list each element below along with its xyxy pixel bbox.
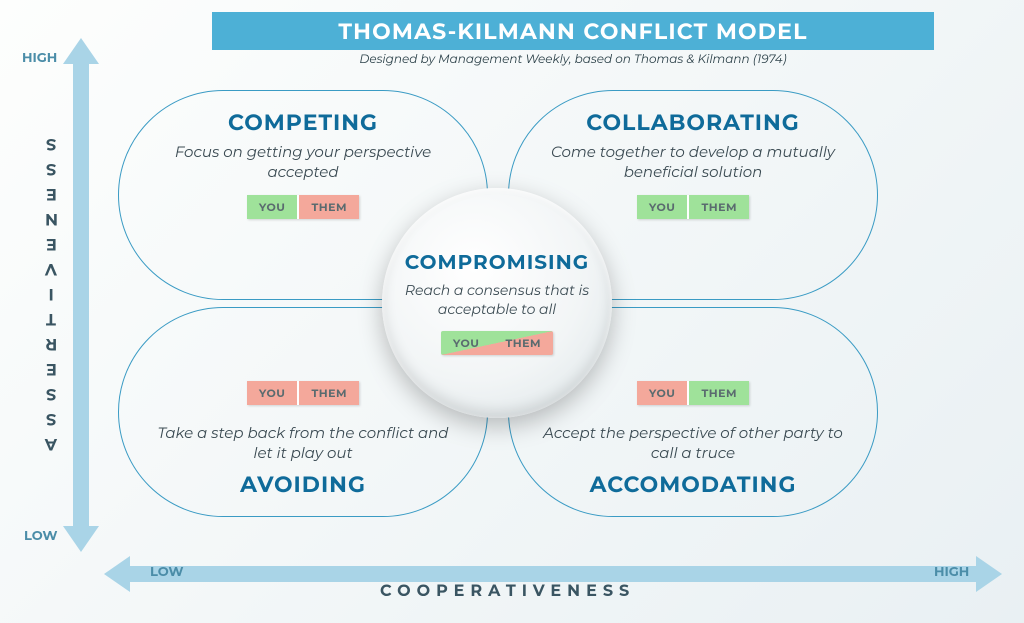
y-axis-high: HIGH	[22, 50, 57, 66]
pill-you: YOU	[247, 381, 298, 405]
avoiding-desc: Take a step back from the conflict and l…	[149, 423, 457, 464]
accomodating-desc: Accept the perspective of other party to…	[539, 423, 847, 464]
y-axis-label: ASSERTIVENESS	[42, 128, 61, 453]
model-title-bar: THOMAS-KILMANN CONFLICT MODEL	[212, 12, 934, 50]
pill-you: YOU	[247, 195, 298, 219]
avoiding-title: AVOIDING	[240, 471, 366, 498]
collaborating-desc: Come together to develop a mutually bene…	[539, 142, 847, 183]
compromising-desc: Reach a consensus that is acceptable to …	[400, 281, 594, 319]
competing-desc: Focus on getting your perspective accept…	[149, 142, 457, 183]
pill-you: YOU	[637, 381, 688, 405]
collaborating-title: COLLABORATING	[586, 109, 800, 136]
y-axis-low: LOW	[24, 528, 58, 544]
x-axis-label: COOPERATIVENESS	[380, 582, 635, 601]
x-axis-high: HIGH	[934, 564, 969, 580]
model-subtitle: Designed by Management Weekly, based on …	[212, 52, 934, 67]
compromising-title: COMPROMISING	[405, 251, 589, 275]
model-title: THOMAS-KILMANN CONFLICT MODEL	[338, 18, 807, 45]
compromising-pill: YOU THEM	[441, 331, 553, 355]
pill-them: THEM	[299, 195, 359, 219]
pill-them: THEM	[299, 381, 359, 405]
pill-you: YOU	[637, 195, 688, 219]
x-axis-low: LOW	[150, 564, 184, 580]
pill-you: YOU	[441, 331, 492, 355]
pill-them: THEM	[689, 195, 749, 219]
competing-pill: YOU THEM	[247, 195, 359, 219]
accomodating-title: ACCOMODATING	[590, 471, 797, 498]
center-compromising: COMPROMISING Reach a consensus that is a…	[382, 188, 612, 418]
avoiding-pill: YOU THEM	[247, 381, 359, 405]
pill-them: THEM	[689, 381, 749, 405]
accomodating-pill: YOU THEM	[637, 381, 749, 405]
collaborating-pill: YOU THEM	[637, 195, 749, 219]
competing-title: COMPETING	[228, 109, 378, 136]
pill-them: THEM	[493, 331, 553, 355]
